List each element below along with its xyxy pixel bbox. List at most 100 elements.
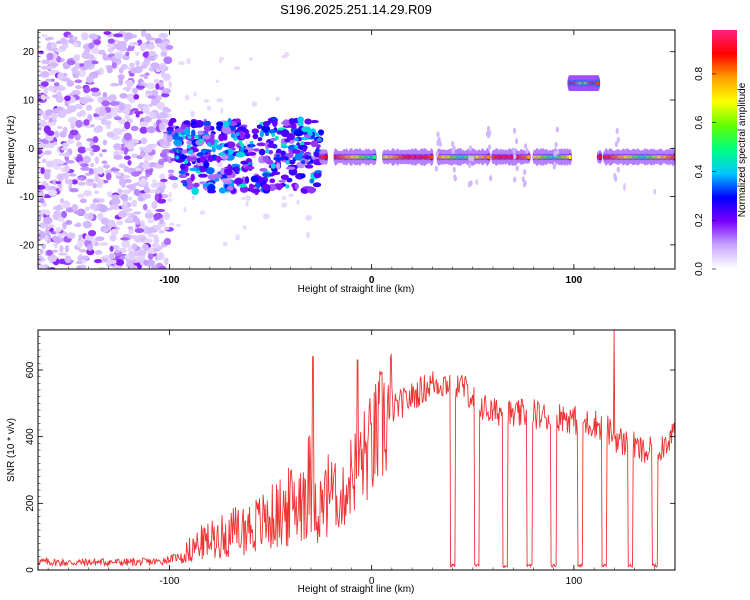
y-tick-label: 0: [28, 144, 34, 155]
snr-x-label: Height of straight line (km): [298, 584, 415, 595]
spectrogram-blob: [68, 178, 73, 186]
spectrogram-blob: [308, 131, 313, 136]
spectrogram-blob: [184, 128, 191, 137]
spectrogram-blob: [239, 131, 245, 140]
spectrogram-blob: [127, 226, 134, 230]
spectrogram-blob: [46, 249, 53, 256]
spectrogram-blob: [53, 82, 60, 87]
spectrogram-blob: [162, 73, 171, 82]
spectrogram-blob: [286, 133, 296, 141]
spectrogram-blob: [105, 124, 112, 129]
spectrogram-blob: [252, 133, 259, 140]
spectrogram-blob: [38, 139, 48, 143]
spectrogram-blob: [135, 217, 141, 225]
spectrogram-blob: [299, 150, 304, 155]
spectrogram-blob: [141, 193, 152, 199]
spectrogram-blob: [233, 66, 241, 71]
spectrogram-blob: [122, 108, 130, 115]
spectrogram-blob: [186, 57, 191, 65]
spectrogram-blob: [88, 229, 97, 237]
spectrogram-blob: [43, 171, 51, 180]
spectrogram-blob: [312, 182, 322, 188]
spectrogram-blob: [129, 62, 135, 68]
spectrogram-blob: [218, 187, 227, 194]
spectrogram-blob: [52, 249, 59, 253]
spectrogram-blob: [555, 126, 559, 133]
spectrogram-blob: [71, 203, 79, 211]
spectrogram-blob: [294, 152, 303, 161]
spectrogram-blob: [512, 147, 516, 154]
spectrogram-blob: [97, 49, 106, 55]
spectrogram-blob: [62, 126, 68, 134]
spectrogram-blob: [162, 88, 172, 94]
spectrogram-blob: [622, 182, 626, 191]
spectrogram-blob: [44, 134, 54, 142]
spectrogram-blob: [238, 183, 247, 188]
spectrogram-blob: [57, 72, 65, 81]
y-tick-label: 20: [23, 47, 35, 58]
spectrogram-blob: [78, 249, 87, 253]
spectrogram-blob: [261, 125, 271, 133]
spectrogram-blob: [224, 149, 229, 154]
spectrogram-blob: [468, 145, 473, 152]
spectrogram-blob: [92, 136, 99, 143]
spectrogram-blob: [158, 32, 169, 39]
spectrogram-blob: [159, 138, 164, 147]
spectrogram-blob: [155, 83, 160, 90]
spectrogram-blob: [272, 119, 278, 127]
spectrogram-blob: [88, 212, 94, 221]
spectrogram-blob: [525, 147, 529, 154]
spectrogram-blob: [218, 57, 222, 64]
spectrogram-blob: [90, 144, 101, 153]
spectrogram-blob: [293, 129, 304, 137]
spectrogram-blob: [58, 174, 64, 182]
spectrogram-blob: [317, 129, 325, 136]
spectrogram-blob: [56, 84, 64, 92]
spectrogram-blob: [452, 166, 456, 173]
spectrogram-blob: [141, 105, 150, 114]
spectrogram-blob: [110, 109, 118, 118]
spectrogram-blob: [183, 120, 191, 125]
spectrogram-blob: [151, 179, 157, 183]
spectrogram-blob: [118, 118, 126, 125]
spectrogram-blob: [114, 265, 121, 269]
spectrogram-blob: [309, 178, 315, 184]
spectrogram-blob: [44, 234, 49, 242]
spectrogram-blob: [280, 143, 287, 147]
spectrogram-blob: [182, 181, 188, 187]
spectrogram-blob: [101, 100, 111, 107]
spectrogram-blob: [84, 47, 91, 51]
spectrogram-blob: [47, 254, 57, 263]
spectrogram-blob: [171, 182, 179, 189]
spectrogram-blob: [162, 41, 170, 45]
spectrogram-blob: [129, 72, 135, 77]
spectrogram-blob: [133, 236, 144, 243]
spectrogram-blob: [179, 154, 188, 160]
spectrogram-blob: [89, 203, 97, 210]
spectrogram-blob: [90, 124, 95, 128]
spectrogram-blob: [143, 159, 149, 168]
x-tick-label: 0: [369, 275, 375, 286]
spectrogram-blob: [253, 148, 260, 152]
spectrogram-blob: [134, 51, 140, 57]
spectrogram-blob: [64, 165, 70, 173]
spectrogram-blob: [135, 113, 140, 118]
spectrogram-blob: [126, 212, 131, 217]
spectrogram-blob: [126, 208, 133, 212]
spectrogram-blob: [139, 257, 145, 266]
spectrogram-blob: [50, 42, 57, 50]
spectrogram-blob: [66, 232, 76, 239]
spectrogram-blob: [94, 250, 103, 255]
spectrogram-blob: [102, 120, 112, 126]
spectrogram-blob: [98, 152, 104, 158]
spectrogram-blob: [234, 118, 241, 124]
spectrogram-blob: [202, 134, 211, 140]
spectrogram-blob: [554, 141, 558, 148]
spectrogram-blob: [169, 222, 175, 226]
spectrogram-blob: [83, 86, 91, 94]
spectrogram-blob: [616, 166, 620, 173]
spectrogram-blob: [90, 60, 99, 65]
spectrogram-blob: [174, 132, 179, 137]
spectrogram-blob: [251, 101, 258, 108]
spectrogram-blob: [114, 52, 123, 60]
